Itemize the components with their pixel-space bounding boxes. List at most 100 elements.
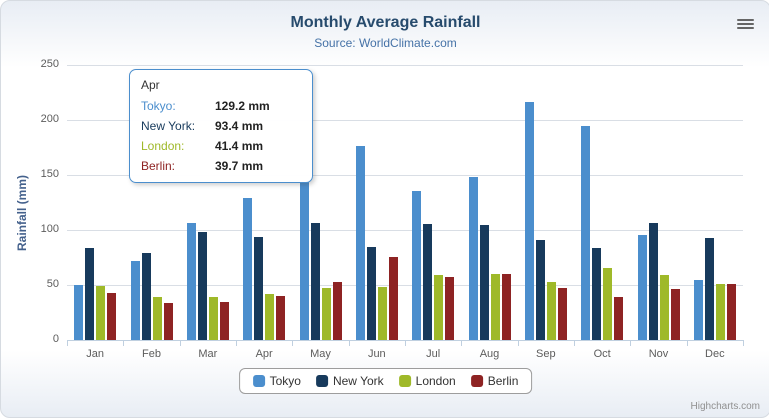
bar-tokyo-jun[interactable] [355, 146, 365, 340]
bar-london-feb[interactable] [152, 297, 162, 340]
x-axis-tick [687, 341, 688, 346]
bar-london-jun[interactable] [377, 287, 387, 340]
gridline [67, 175, 743, 176]
tooltip-series-value: 39.7 mm [215, 159, 264, 173]
x-axis-label: Nov [648, 348, 669, 360]
bar-berlin-dec[interactable] [726, 284, 736, 340]
x-axis-label: Dec [705, 348, 725, 360]
chart-title: Monthly Average Rainfall [290, 14, 481, 31]
y-axis-label: 100 [40, 223, 59, 235]
bar-new-york-aug[interactable] [479, 225, 489, 340]
legend-swatch-london [398, 375, 411, 387]
bar-new-york-may[interactable] [310, 223, 320, 340]
tooltip: Apr Tokyo: 129.2 mm New York: 93.4 mm London… [129, 69, 313, 183]
bar-berlin-apr[interactable] [276, 296, 286, 340]
bar-tokyo-oct[interactable] [581, 126, 591, 340]
export-menu-line [737, 23, 754, 25]
bar-new-york-nov[interactable] [648, 223, 658, 340]
x-axis-tick [180, 341, 181, 346]
x-axis-tick [292, 341, 293, 346]
bar-tokyo-jul[interactable] [412, 191, 422, 340]
legend-label-berlin: Berlin [487, 374, 519, 388]
bar-tokyo-aug[interactable] [468, 177, 478, 340]
export-menu-icon[interactable] [737, 19, 754, 31]
x-axis-tick [574, 341, 575, 346]
bar-tokyo-nov[interactable] [637, 235, 647, 340]
bar-tokyo-feb[interactable] [130, 261, 140, 340]
y-axis-label: 0 [52, 333, 59, 345]
bar-tokyo-mar[interactable] [186, 223, 196, 340]
bar-london-jan[interactable] [96, 286, 106, 340]
bar-new-york-jul[interactable] [423, 224, 433, 340]
tooltip-rows: Tokyo: 129.2 mm New York: 93.4 mm London: 41.… [141, 99, 301, 173]
gridline [67, 120, 743, 121]
bar-new-york-oct[interactable] [592, 248, 602, 340]
bar-berlin-nov[interactable] [670, 289, 680, 340]
bar-berlin-oct[interactable] [614, 297, 624, 340]
bar-new-york-jun[interactable] [366, 247, 376, 340]
bar-london-nov[interactable] [659, 275, 669, 340]
bar-tokyo-may[interactable] [299, 182, 309, 340]
bar-tokyo-dec[interactable] [693, 280, 703, 340]
tooltip-series-value: 93.4 mm [215, 119, 264, 133]
bar-london-may[interactable] [321, 288, 331, 340]
bar-london-apr[interactable] [265, 294, 275, 340]
tooltip-series-name: London: [141, 139, 185, 153]
x-axis-label: Jul [426, 348, 441, 360]
legend-swatch-berlin [470, 375, 483, 387]
bar-new-york-dec[interactable] [704, 238, 714, 340]
bar-new-york-apr[interactable] [254, 237, 264, 340]
bar-london-aug[interactable] [490, 274, 500, 340]
gridline [67, 230, 743, 231]
tooltip-series-value: 129.2 mm [215, 99, 270, 113]
gridline [67, 65, 743, 66]
x-axis-tick [518, 341, 519, 346]
legend-label-london: London [415, 374, 456, 388]
tooltip-category: Apr [141, 78, 160, 92]
bar-new-york-mar[interactable] [197, 232, 207, 340]
bar-london-dec[interactable] [715, 284, 725, 340]
legend-swatch-tokyo [252, 375, 265, 387]
export-menu-line [737, 27, 754, 29]
bar-berlin-feb[interactable] [163, 303, 173, 340]
tooltip-series-name: Tokyo: [141, 99, 176, 113]
gridline [67, 285, 743, 286]
bar-new-york-feb[interactable] [141, 253, 151, 340]
plot-area [67, 65, 743, 340]
bar-london-sep[interactable] [546, 282, 556, 340]
tooltip-series-name: Berlin: [141, 159, 176, 173]
bar-london-oct[interactable] [603, 268, 613, 340]
bar-berlin-aug[interactable] [501, 274, 511, 340]
legend-item-berlin[interactable]: Berlin [470, 374, 519, 388]
x-axis-label: Jun [367, 348, 386, 360]
x-axis-tick [349, 341, 350, 346]
bar-new-york-jan[interactable] [85, 248, 95, 340]
bar-london-jul[interactable] [434, 275, 444, 340]
credits-link[interactable]: Highcharts.com [690, 401, 760, 412]
y-axis-title: Rainfall (mm) [15, 174, 29, 251]
bar-london-mar[interactable] [208, 297, 218, 340]
bar-berlin-jan[interactable] [107, 293, 117, 340]
legend-item-new-york[interactable]: New York [315, 374, 384, 388]
bar-tokyo-sep[interactable] [524, 102, 534, 340]
bar-berlin-may[interactable] [332, 282, 342, 340]
bar-berlin-jun[interactable] [388, 257, 398, 340]
bar-berlin-mar[interactable] [219, 302, 229, 340]
x-axis-line [67, 340, 744, 341]
x-axis-tick [236, 341, 237, 346]
y-axis-label: 250 [40, 58, 59, 70]
legend-item-tokyo[interactable]: Tokyo [252, 374, 301, 388]
legend-label-tokyo: Tokyo [269, 374, 301, 388]
bar-new-york-sep[interactable] [535, 240, 545, 340]
legend-item-london[interactable]: London [398, 374, 456, 388]
tooltip-series-name: New York: [141, 119, 196, 133]
x-axis-label: Mar [198, 348, 218, 360]
bar-berlin-sep[interactable] [557, 288, 567, 340]
x-axis-label: Aug [479, 348, 500, 360]
bar-berlin-jul[interactable] [445, 277, 455, 340]
bar-tokyo-apr[interactable] [243, 198, 253, 340]
x-axis-tick [461, 341, 462, 346]
x-axis-tick [123, 341, 124, 346]
bar-tokyo-jan[interactable] [74, 285, 84, 340]
